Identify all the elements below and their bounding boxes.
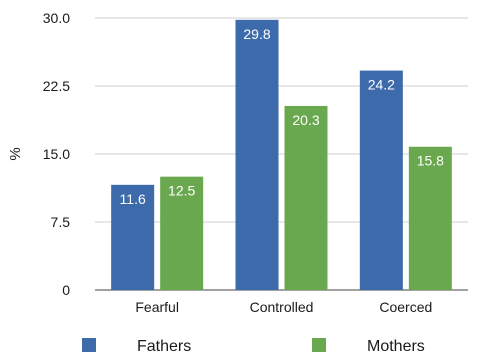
data-label: 29.8 [243,26,270,42]
category-label: Controlled [250,299,314,315]
legend: Fathers Mothers [82,338,425,354]
bar-fathers-controlled [235,19,279,291]
data-label: 11.6 [120,191,146,207]
x-axis-categories: Fearful Controlled Coerced [135,299,432,315]
legend-label-fathers: Fathers [137,338,191,354]
data-label: 20.3 [292,112,319,128]
category-label: Coerced [379,299,432,315]
bars: 11.6 12.5 29.8 20.3 24.2 15.8 [111,19,452,291]
bar-fathers-fearful [111,184,155,290]
y-tick-label: 15.0 [43,146,70,162]
data-label: 15.8 [417,153,444,169]
bar-mothers-controlled [284,105,328,291]
data-label: 24.2 [368,77,395,93]
bar-fathers-coerced [359,70,403,290]
category-label: Fearful [135,299,179,315]
data-label: 12.5 [168,183,195,199]
legend-swatch-mothers [312,338,326,352]
legend-swatch-fathers [82,338,96,352]
bar-mothers-coerced [408,146,452,290]
y-tick-label: 0 [62,282,70,298]
bar-mothers-fearful [160,176,204,290]
y-tick-label: 30.0 [43,10,70,26]
y-axis-title: % [7,147,24,160]
y-tick-label: 7.5 [51,214,71,230]
gridlines [95,17,468,291]
y-tick-label: 22.5 [43,78,70,94]
y-axis-ticks: 0 7.5 15.0 22.5 30.0 [43,10,70,298]
legend-label-mothers: Mothers [367,338,425,354]
